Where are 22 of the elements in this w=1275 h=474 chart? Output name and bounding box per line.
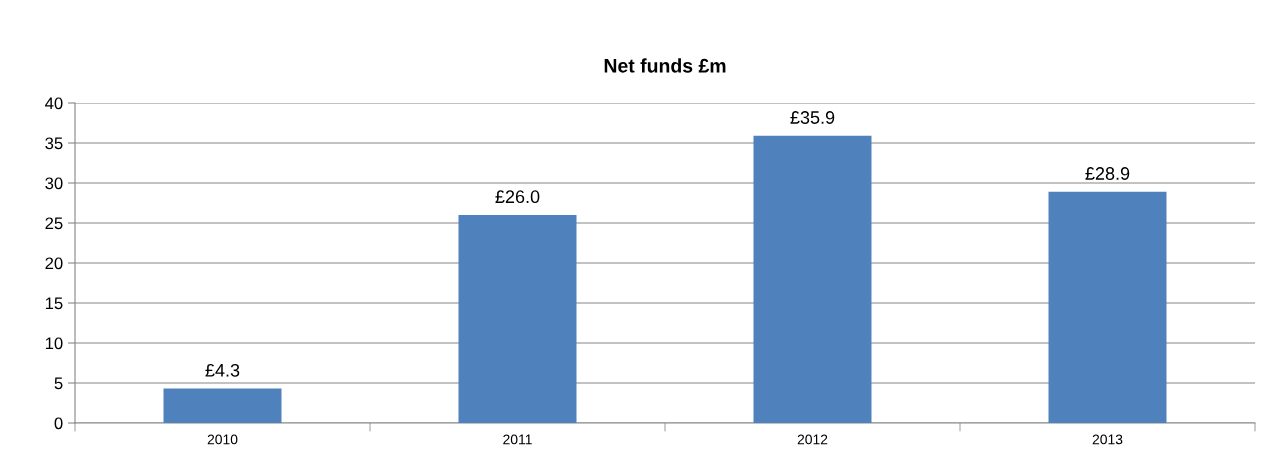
bar xyxy=(753,135,872,423)
data-label: £26.0 xyxy=(495,190,540,204)
y-tick-label: 30 xyxy=(45,177,63,190)
y-tick-label: 35 xyxy=(45,137,63,150)
y-tick-label: 10 xyxy=(45,337,63,350)
x-tick-label: 2011 xyxy=(503,434,532,445)
x-tick-label: 2012 xyxy=(797,434,828,445)
y-tick-label: 15 xyxy=(45,297,63,310)
data-label: £4.3 xyxy=(205,363,240,377)
x-tick-label: 2010 xyxy=(207,434,238,445)
chart-title: Net funds £m xyxy=(604,58,726,73)
bar xyxy=(163,388,282,423)
y-tick-label: 25 xyxy=(45,217,63,230)
data-label: £28.9 xyxy=(1085,167,1130,180)
y-tick-label: 5 xyxy=(54,377,63,390)
data-label: £35.9 xyxy=(790,111,835,124)
y-tick-label: 20 xyxy=(45,257,63,270)
bar xyxy=(1048,191,1167,423)
y-tick-label: 40 xyxy=(45,97,63,110)
x-tick-label: 2013 xyxy=(1092,434,1123,445)
y-tick-label: 0 xyxy=(54,417,63,430)
bar xyxy=(458,215,577,423)
